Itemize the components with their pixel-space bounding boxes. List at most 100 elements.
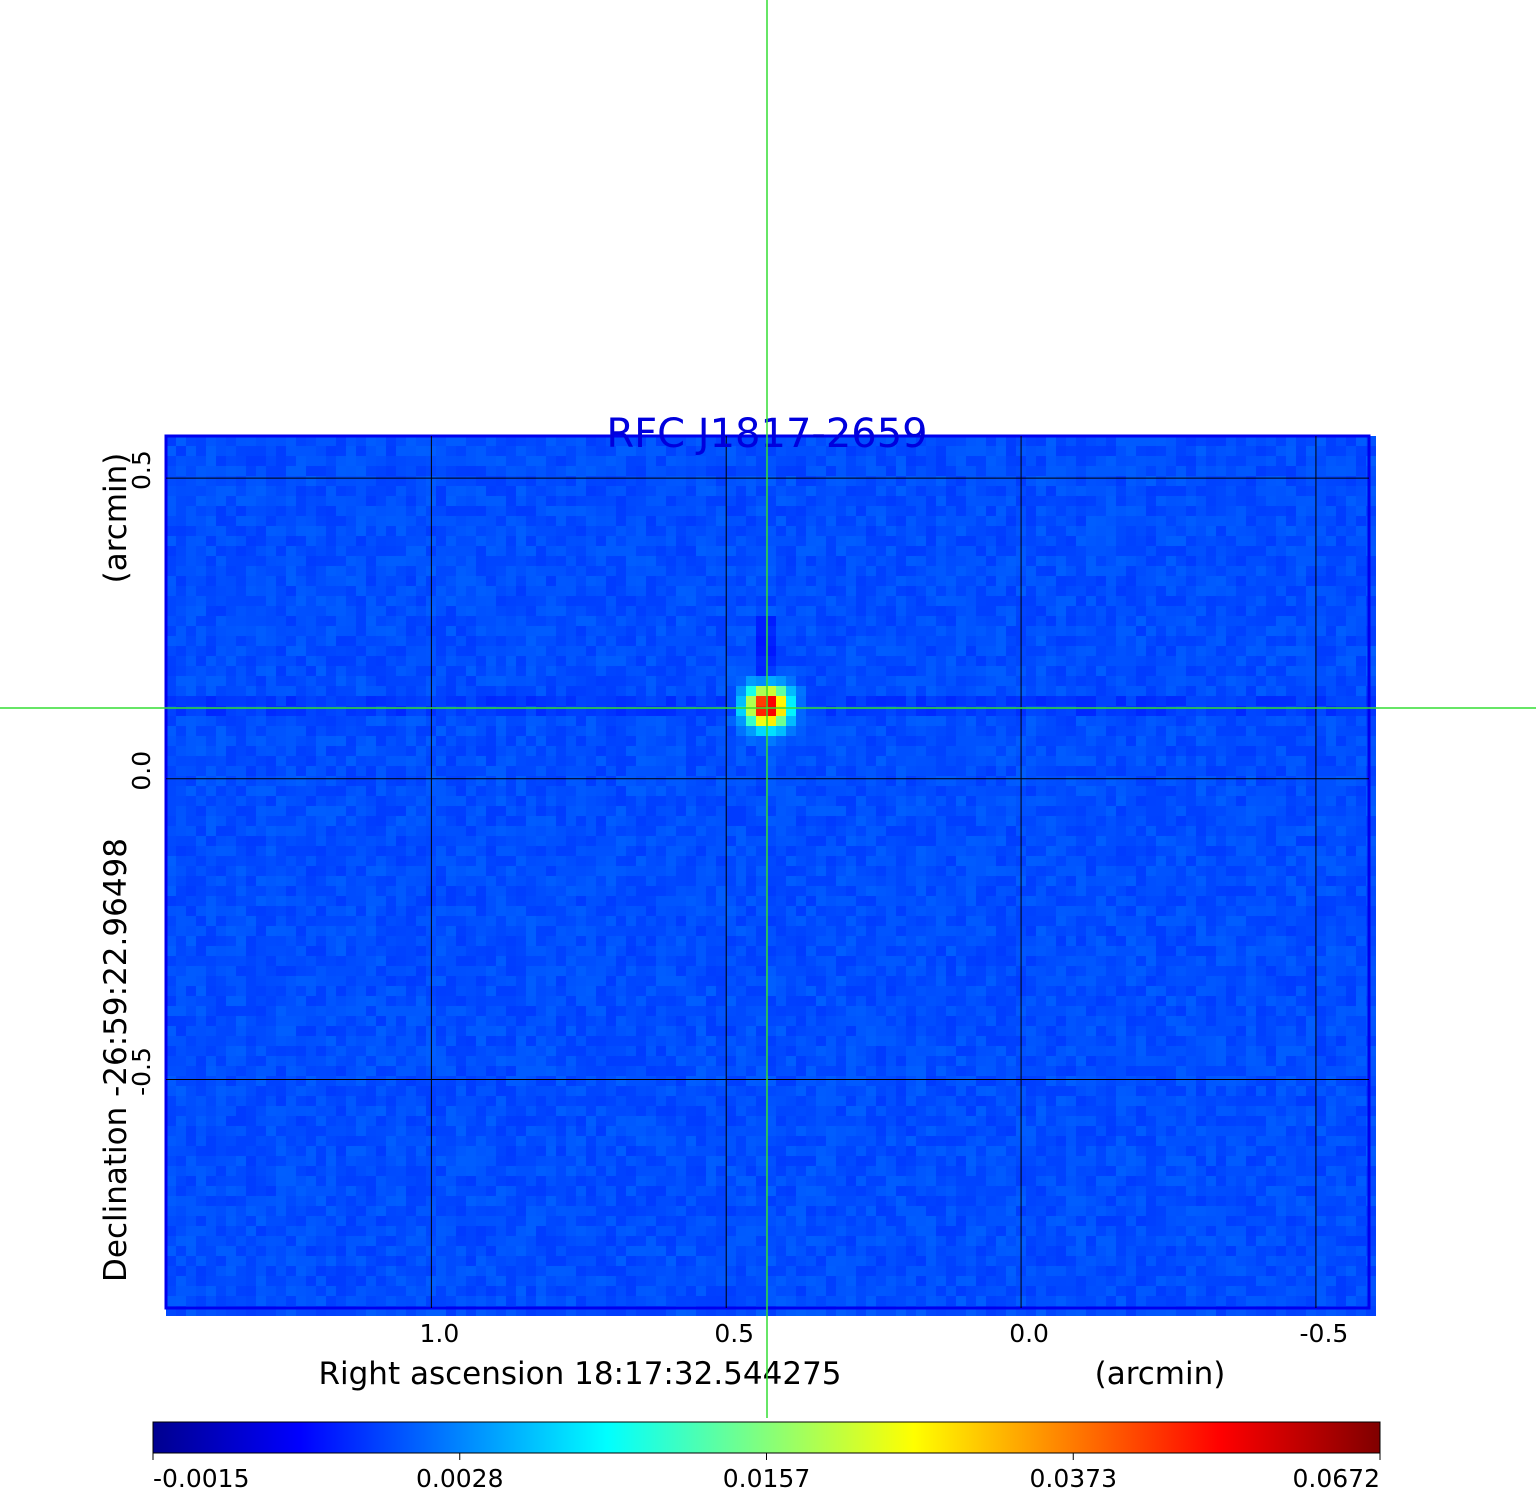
image-pixel xyxy=(1346,646,1356,656)
image-pixel xyxy=(466,586,476,596)
image-pixel xyxy=(596,516,606,526)
image-pixel xyxy=(836,666,846,676)
image-pixel xyxy=(976,836,986,846)
image-pixel xyxy=(746,636,756,646)
image-pixel xyxy=(866,656,876,666)
image-pixel xyxy=(166,756,176,766)
image-pixel xyxy=(436,536,446,546)
image-pixel xyxy=(1056,746,1066,756)
image-pixel xyxy=(276,646,286,656)
image-pixel xyxy=(1246,546,1256,556)
image-pixel xyxy=(1196,436,1206,446)
image-pixel xyxy=(906,706,916,716)
image-pixel xyxy=(726,586,736,596)
image-pixel xyxy=(716,586,726,596)
image-pixel xyxy=(1106,606,1116,616)
image-pixel xyxy=(896,526,906,536)
image-pixel xyxy=(1336,576,1346,586)
image-pixel xyxy=(576,606,586,616)
image-pixel xyxy=(366,796,376,806)
image-pixel xyxy=(896,686,906,696)
image-pixel xyxy=(266,676,276,686)
image-pixel xyxy=(936,496,946,506)
image-pixel xyxy=(1086,756,1096,766)
image-pixel xyxy=(1276,696,1286,706)
image-pixel xyxy=(596,746,606,756)
image-pixel xyxy=(1346,616,1356,626)
image-pixel xyxy=(166,596,176,606)
image-pixel xyxy=(1096,576,1106,586)
image-pixel xyxy=(1236,726,1246,736)
image-pixel xyxy=(196,656,206,666)
image-pixel xyxy=(376,506,386,516)
image-pixel xyxy=(1076,686,1086,696)
image-pixel xyxy=(716,556,726,566)
image-pixel xyxy=(1096,636,1106,646)
image-pixel xyxy=(1326,646,1336,656)
image-pixel xyxy=(956,776,966,786)
image-pixel xyxy=(1146,636,1156,646)
image-pixel xyxy=(346,776,356,786)
image-pixel xyxy=(826,766,836,776)
image-pixel xyxy=(536,506,546,516)
image-pixel xyxy=(366,756,376,766)
image-pixel xyxy=(566,536,576,546)
image-pixel xyxy=(206,826,216,836)
image-pixel xyxy=(916,466,926,476)
image-pixel xyxy=(706,506,716,516)
image-pixel xyxy=(216,846,226,856)
image-pixel xyxy=(866,786,876,796)
image-pixel xyxy=(586,636,596,646)
image-pixel xyxy=(236,796,246,806)
image-pixel xyxy=(626,676,636,686)
image-pixel xyxy=(776,446,786,456)
image-pixel xyxy=(486,766,496,776)
image-pixel xyxy=(696,656,706,666)
image-pixel xyxy=(1146,786,1156,796)
image-pixel xyxy=(396,816,406,826)
image-pixel xyxy=(346,646,356,656)
image-pixel xyxy=(806,766,816,776)
image-pixel xyxy=(1036,506,1046,516)
image-pixel xyxy=(1366,706,1376,716)
image-pixel xyxy=(1236,596,1246,606)
image-pixel xyxy=(796,666,806,676)
image-pixel xyxy=(1146,686,1156,696)
image-pixel xyxy=(406,716,416,726)
image-pixel xyxy=(536,646,546,656)
image-pixel xyxy=(716,576,726,586)
image-pixel xyxy=(936,536,946,546)
image-pixel xyxy=(956,736,966,746)
image-pixel xyxy=(1186,596,1196,606)
image-pixel xyxy=(1096,536,1106,546)
image-pixel xyxy=(326,556,336,566)
image-pixel xyxy=(606,746,616,756)
image-pixel xyxy=(1076,706,1086,716)
image-pixel xyxy=(1216,836,1226,846)
image-pixel xyxy=(356,696,366,706)
image-pixel xyxy=(896,736,906,746)
image-pixel xyxy=(206,626,216,636)
image-pixel xyxy=(726,806,736,816)
image-pixel xyxy=(596,456,606,466)
image-pixel xyxy=(886,626,896,636)
image-pixel xyxy=(1116,776,1126,786)
image-pixel xyxy=(436,666,446,676)
image-pixel xyxy=(626,526,636,536)
image-pixel xyxy=(1166,466,1176,476)
image-pixel xyxy=(656,566,666,576)
image-pixel xyxy=(1036,616,1046,626)
image-pixel xyxy=(1196,736,1206,746)
image-pixel xyxy=(1286,506,1296,516)
image-pixel xyxy=(266,596,276,606)
image-pixel xyxy=(316,696,326,706)
image-pixel xyxy=(1066,766,1076,776)
image-pixel xyxy=(906,586,916,596)
image-pixel xyxy=(1356,606,1366,616)
image-pixel xyxy=(1116,566,1126,576)
image-pixel xyxy=(1246,796,1256,806)
image-pixel xyxy=(716,816,726,826)
image-pixel xyxy=(886,666,896,676)
image-pixel xyxy=(386,506,396,516)
image-pixel xyxy=(1116,696,1126,706)
